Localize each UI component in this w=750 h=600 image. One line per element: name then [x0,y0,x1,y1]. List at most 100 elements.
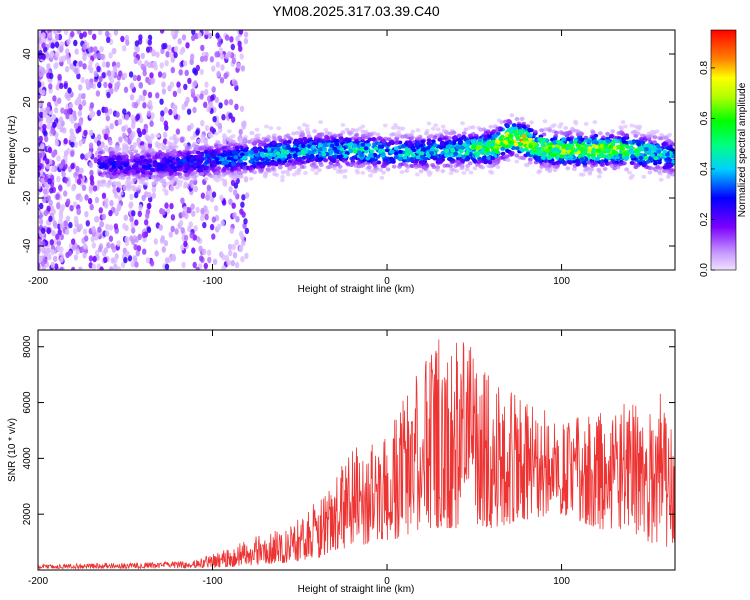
spectrogram-cell [311,161,317,166]
spectrogram-cell [145,135,151,140]
spectrogram-cell [84,194,89,201]
spectrogram-cell [38,76,41,83]
spectrogram-cell [428,133,434,138]
spectrogram-cell [211,216,217,223]
spectrogram-cell [520,155,525,160]
spectrogram-cell [124,114,130,121]
spectrogram-cell [140,63,145,70]
spectrogram-cell [187,125,192,132]
spectrogram-cell [61,159,66,166]
spectrogram-cell [177,87,182,94]
spectrogram-cell [79,32,84,40]
spectrogram-cell [459,149,464,154]
spectrogram-cell [440,124,446,129]
spectrogram-cell [169,202,174,210]
spectrogram-cell [572,148,578,153]
spectrogram-cell [116,81,121,88]
spectrogram-cell [147,100,153,107]
spectrogram-cell [109,266,114,270]
spectrogram-cell [38,152,43,159]
spectrogram-cell [103,106,109,114]
spectrogram-cell [73,141,78,148]
spectrogram-cell [69,205,74,212]
spectrogram-cell [103,81,108,89]
spectrogram-cell [415,149,421,154]
spectrogram-cell [212,176,218,181]
spectrogram-cell [297,161,302,166]
spectrogram-cell [259,157,265,161]
colorbar-tick-label: 0.0 [699,263,710,277]
spectrogram-cell [123,163,128,168]
spectrogram-cell [259,147,264,152]
spectrogram-cell [176,152,181,157]
spectrogram-cell [197,152,203,156]
spectrogram-cell [191,150,197,154]
spectrogram-cell [563,126,569,130]
spectrogram-cell [311,144,317,149]
spectrogram-cell [393,151,399,156]
spectrogram-cell [135,113,141,121]
spectrogram-cell [161,182,167,187]
spectrogram-cell [173,45,179,53]
spectrogram-cell [377,135,382,140]
spectrogram-cell [85,152,90,160]
x-tick-label: 0 [384,276,390,287]
spectrogram-cell [514,117,520,121]
spectrogram-cell [187,77,192,85]
spectrogram-cell [122,145,128,149]
spectrogram-cell [460,121,465,126]
spectrogram-cell [93,52,98,59]
spectrogram-cell [303,140,308,145]
spectrogram-cell [604,147,609,152]
spectrogram-cell [226,129,232,134]
spectrogram-cell [605,139,611,144]
spectrogram-cell [228,98,234,106]
spectrogram-cell [117,118,123,126]
spectrogram-cell [74,218,79,225]
spectrogram-cell [140,52,145,60]
spectrogram-cell [167,145,173,150]
spectrogram-cell [59,126,64,133]
spectrogram-cell [231,139,237,144]
spectrogram-cell [44,51,50,58]
spectrogram-cell [40,66,45,74]
spectrogram-cell [604,154,610,159]
spectrogram-cell [100,173,105,178]
snr-y-axis-label: SNR (10 * v/v) [7,418,18,482]
spectrogram-cell [194,154,199,159]
spectrogram-cell [180,244,185,251]
spectrogram-cell [641,174,647,179]
spectrogram-cell [119,173,125,177]
spectrogram-cell [43,130,48,137]
spectrogram-cell [129,94,135,101]
spectrogram-cell [453,135,458,140]
spectrogram-cell [124,224,129,232]
spectrogram-cell [298,134,304,139]
spectrogram-cell [629,145,634,150]
spectrogram-cell [92,33,97,40]
spectrogram-cell [72,228,78,235]
spectrogram-cell [76,178,82,185]
spectrogram-cell [82,242,88,250]
spectrogram-cell [205,165,210,170]
spectrogram-cell [598,131,603,136]
spectrogram-cell [381,139,387,144]
spectrogram-cell [137,59,142,66]
y-tick-label: 40 [22,48,33,60]
spectrogram-cell [252,146,258,151]
spectrogram-cell [475,154,480,158]
spectrogram-cell [150,78,155,85]
spectrogram-cell [108,167,114,172]
spectrogram-cell [287,166,293,171]
spectrogram-cell [171,150,177,155]
spectrogram-cell [168,231,173,238]
spectrogram-cell [270,166,276,170]
spectrogram-cell [106,91,111,99]
spectrogram-cell [639,147,645,152]
spectrogram-cell [207,131,213,136]
spectrogram-cell [134,219,139,226]
spectrogram-cell [116,240,121,247]
spectrogram-cell [181,34,187,41]
spectrogram-cell [568,155,574,159]
